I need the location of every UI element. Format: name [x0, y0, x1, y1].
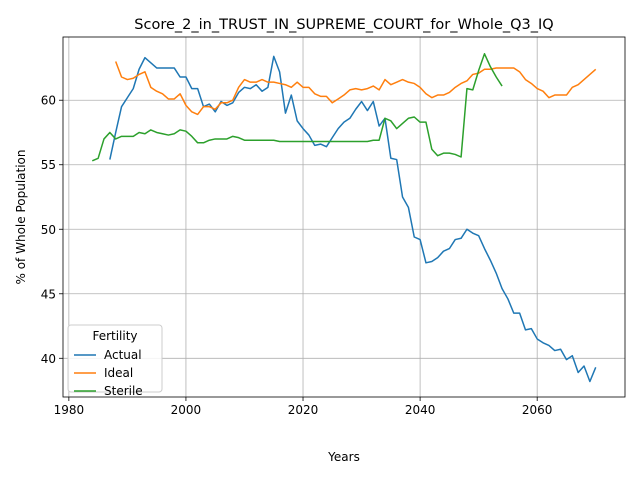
y-tick-label: 45: [41, 287, 56, 301]
legend-label-actual: Actual: [104, 348, 142, 362]
x-tick-label: 2060: [522, 403, 553, 417]
x-tick-label: 1980: [54, 403, 85, 417]
series-line-actual: [109, 55, 597, 383]
series-line-ideal: [114, 61, 597, 116]
y-tick-label: 50: [41, 223, 56, 237]
y-tick-label: 55: [41, 158, 56, 172]
plot-frame: [62, 36, 626, 398]
axis-ticks: 1980 2000 2020 2040 2060 40 45 50 55 60: [41, 94, 553, 417]
series-lines: [91, 53, 597, 383]
legend-items: Actual Ideal Sterile: [74, 348, 143, 398]
chart-title: Score_2_in_TRUST_IN_SUPREME_COURT_for_Wh…: [134, 17, 553, 33]
y-tick-label: 40: [41, 352, 56, 366]
legend-box: [67, 324, 163, 393]
legend-label-ideal: Ideal: [104, 366, 133, 380]
x-tick-label: 2020: [288, 403, 319, 417]
x-tick-label: 2040: [405, 403, 436, 417]
legend-title: Fertility: [92, 329, 137, 343]
legend: Fertility Actual Ideal Sterile: [67, 324, 163, 398]
y-axis-label: % of Whole Population: [14, 150, 28, 285]
y-tick-label: 60: [41, 94, 56, 108]
series-line-sterile: [91, 53, 503, 162]
x-tick-label: 2000: [171, 403, 202, 417]
legend-label-sterile: Sterile: [104, 384, 143, 398]
x-axis-label: Years: [327, 450, 360, 464]
